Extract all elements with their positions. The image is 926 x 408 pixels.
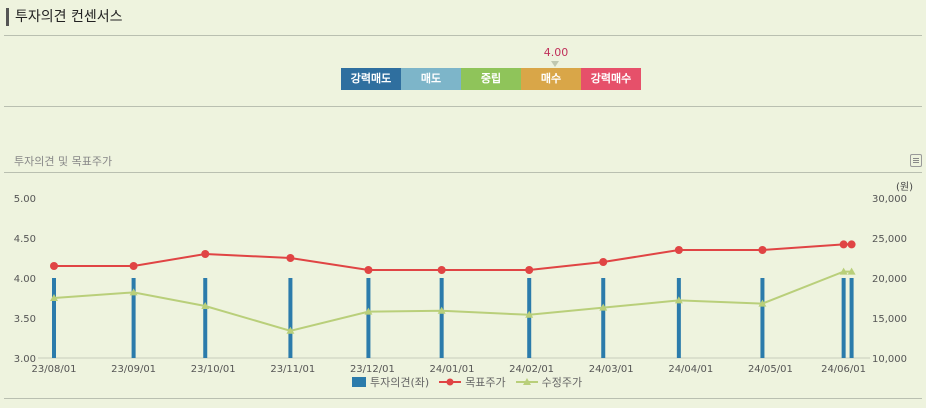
x-tick-label: 23/10/01 <box>191 364 236 375</box>
legend-bar-icon <box>352 377 366 387</box>
adjusted-price-point <box>847 267 856 275</box>
legend-line-dot-icon <box>439 378 462 386</box>
x-tick-label: 23/11/01 <box>270 364 315 375</box>
chart-legend: 투자의견(좌) 목표주가 수정주가 <box>352 374 582 390</box>
target-price-point <box>847 240 856 249</box>
chart-title: 투자의견 및 목표주가 <box>14 155 113 168</box>
adjusted-price-point <box>50 294 58 301</box>
opinion-bar <box>366 278 371 358</box>
adjusted-price-point <box>129 288 138 296</box>
target-price-point <box>437 266 446 274</box>
x-tick-label: 23/09/01 <box>111 364 156 375</box>
y-left-tick-label: 4.00 <box>14 274 36 285</box>
x-tick-label: 24/03/01 <box>589 364 634 375</box>
target-price-line <box>54 243 852 271</box>
target-price-point <box>674 246 683 254</box>
opinion-bar <box>849 278 854 358</box>
opinion-bar <box>601 278 606 358</box>
y-left-tick-label: 3.50 <box>14 314 36 325</box>
chart-title-divider <box>4 172 922 173</box>
target-price-point <box>129 262 138 270</box>
x-tick-label: 23/12/01 <box>350 364 395 375</box>
adjusted-price-point <box>364 307 373 315</box>
target-price-point <box>50 262 58 270</box>
y-left-tick-label: 5.00 <box>14 194 36 205</box>
adjusted-price-point <box>437 306 446 314</box>
adjusted-price-point <box>758 299 767 307</box>
opinion-bar <box>131 278 136 358</box>
consensus-scale: 강력매도 매도 중립 매수 강력매수 <box>341 68 641 90</box>
consensus-buy: 매수 <box>521 68 581 90</box>
legend-item-adjusted[interactable]: 수정주가 <box>515 374 583 390</box>
x-tick-label: 23/08/01 <box>32 364 77 375</box>
bottom-divider <box>4 398 922 399</box>
adjusted-price-point <box>674 296 683 304</box>
adjusted-price-point <box>839 267 848 275</box>
y-right-tick-label: 20,000 <box>872 274 907 285</box>
opinion-bar <box>288 278 293 358</box>
legend-label-target: 목표주가 <box>465 376 506 389</box>
target-price-point <box>364 266 373 274</box>
consensus-marker-icon <box>551 61 559 67</box>
y-left-tick-label: 3.00 <box>14 354 36 365</box>
x-tick-label: 24/01/01 <box>430 364 475 375</box>
consensus-divider <box>4 106 922 107</box>
y-right-tick-label: 10,000 <box>872 354 907 365</box>
header-divider <box>4 35 922 36</box>
target-price-point <box>599 258 608 266</box>
y-right-tick-label: 25,000 <box>872 234 907 245</box>
y-right-tick-label: 30,000 <box>872 194 907 205</box>
legend-label-opinion: 투자의견(좌) <box>370 376 430 389</box>
opinion-bar <box>676 278 681 358</box>
consensus-value: 4.00 <box>543 46 569 59</box>
legend-item-target[interactable]: 목표주가 <box>439 374 506 390</box>
opinion-bar <box>439 278 444 358</box>
legend-line-triangle-icon <box>515 378 538 385</box>
opinion-bar <box>203 278 208 358</box>
page-title: 투자의견 컨센서스 <box>6 8 123 26</box>
consensus-strong-sell: 강력매도 <box>341 68 401 90</box>
consensus-neutral: 중립 <box>461 68 521 90</box>
opinion-bar <box>527 278 532 358</box>
x-tick-label: 24/06/01 <box>821 364 866 375</box>
target-price-point <box>758 246 767 254</box>
legend-label-adjusted: 수정주가 <box>541 376 583 389</box>
opinion-bar <box>841 278 846 358</box>
legend-item-opinion[interactable]: 투자의견(좌) <box>352 374 429 390</box>
x-tick-label: 24/04/01 <box>668 364 713 375</box>
target-price-point <box>201 250 210 258</box>
opinion-bar <box>760 278 765 358</box>
consensus-sell: 매도 <box>401 68 461 90</box>
target-price-point <box>286 254 295 262</box>
opinion-bar <box>52 278 56 358</box>
y-left-tick-label: 4.50 <box>14 234 36 245</box>
target-price-point <box>525 266 534 274</box>
adjusted-price-point <box>286 326 295 334</box>
adjusted-price-point <box>201 302 210 309</box>
y-right-unit-label: (원) <box>896 181 913 193</box>
x-tick-label: 24/05/01 <box>748 364 793 375</box>
consensus-strong-buy: 강력매수 <box>581 68 641 90</box>
adjusted-price-point <box>599 303 608 311</box>
adjusted-price-point <box>525 310 534 318</box>
y-right-tick-label: 15,000 <box>872 314 907 325</box>
chart-menu-icon[interactable] <box>910 154 922 167</box>
x-tick-label: 24/02/01 <box>509 364 554 375</box>
target-price-point <box>839 240 848 249</box>
adjusted-price-line <box>53 270 852 332</box>
